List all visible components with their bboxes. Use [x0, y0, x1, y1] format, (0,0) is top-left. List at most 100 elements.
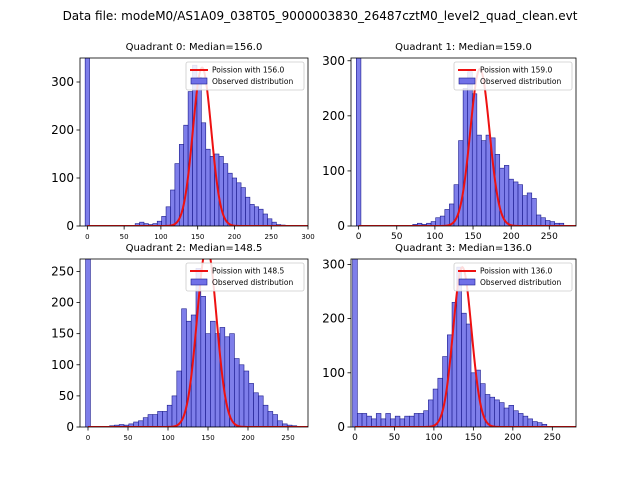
y-tick-label: 50 — [59, 389, 74, 403]
legend-observed-label: Observed distribution — [212, 77, 293, 86]
x-tick-label: 300 — [301, 233, 314, 241]
x-tick-label: 0 — [86, 434, 90, 442]
hist-bar — [404, 415, 410, 427]
hist-bar — [513, 410, 519, 427]
hist-bar — [413, 413, 420, 427]
legend: Poission with 159.0 Observed distribution — [453, 61, 573, 91]
hist-bar — [444, 209, 450, 226]
axes-frame — [79, 57, 309, 227]
y-tick-label: 100 — [322, 164, 345, 178]
chart-panel-0: Quadrant 0: Median=156.0 0 50 100 150 200 250 3… — [51, 42, 315, 241]
legend-poisson-label: Poission with 136.0 — [480, 267, 553, 276]
hist-bar — [227, 172, 233, 226]
legend: Poission with 156.0 Observed distribution — [185, 61, 305, 91]
x-tick-label: 150 — [465, 433, 482, 443]
hist-bar — [394, 415, 401, 427]
x-tick-label: 250 — [281, 434, 294, 442]
x-tick-label: 200 — [504, 433, 521, 443]
hist-bar — [481, 140, 487, 226]
y-tick-label: 0 — [66, 420, 74, 434]
y-tick-label: 300 — [322, 257, 345, 271]
legend-observed-label: Observed distribution — [212, 278, 293, 287]
poisson-curve — [88, 259, 308, 427]
y-tick-label: 0 — [66, 219, 74, 233]
y-tick-label: 300 — [322, 54, 345, 68]
hist-bar — [85, 259, 91, 427]
panel-title: Quadrant 1: Median=159.0 — [395, 42, 532, 53]
legend-observed-swatch — [190, 77, 208, 85]
x-tick-label: 250 — [265, 233, 278, 241]
x-tick-label: 100 — [426, 232, 443, 242]
x-tick-label: 200 — [228, 233, 241, 241]
hist-bar — [200, 296, 206, 427]
y-tick-label: 100 — [51, 358, 74, 372]
hist-bar — [526, 192, 533, 226]
axes-frame — [79, 258, 309, 428]
hist-bar — [435, 217, 441, 226]
x-tick-label: 0 — [85, 233, 89, 241]
hist-bar — [513, 181, 519, 226]
hist-bar — [371, 418, 377, 427]
hist-bar — [258, 395, 264, 427]
hist-bar — [522, 415, 529, 427]
panel-title: Quadrant 0: Median=156.0 — [126, 42, 263, 53]
y-tick-label: 200 — [322, 312, 345, 326]
hist-bar — [254, 206, 260, 226]
x-tick-label: 250 — [541, 232, 558, 242]
x-tick-label: 150 — [464, 232, 481, 242]
legend-observed-swatch — [190, 278, 208, 286]
hist-bar — [267, 411, 274, 427]
hist-bar — [531, 198, 537, 226]
x-tick-label: 100 — [425, 433, 442, 443]
legend-observed-label: Observed distribution — [480, 278, 561, 287]
x-tick-label: 150 — [191, 233, 204, 241]
y-tick-label: 300 — [51, 75, 74, 89]
hist-bar — [409, 415, 415, 427]
x-tick-label: 50 — [391, 232, 403, 242]
hist-bar — [423, 410, 429, 427]
hist-bar — [248, 383, 254, 427]
hist-bar — [540, 217, 546, 226]
hist-bar — [165, 206, 171, 226]
hist-bar — [361, 413, 368, 427]
x-tick-label: 0 — [352, 433, 358, 443]
x-tick-label: 50 — [124, 434, 133, 442]
hist-bar — [174, 163, 180, 226]
hist-bar — [84, 58, 90, 226]
hist-bar — [271, 221, 277, 226]
hist-bar — [262, 213, 268, 226]
hist-bar — [267, 218, 273, 226]
y-tick-label: 200 — [322, 109, 345, 123]
hist-bar — [176, 370, 182, 427]
hist-bar — [262, 404, 269, 427]
hist-bar — [229, 333, 235, 427]
hist-bar — [499, 402, 505, 427]
hist-bar — [170, 189, 176, 226]
hist-bar — [210, 320, 216, 427]
hist-bar — [205, 333, 211, 427]
hist-bar — [166, 404, 173, 427]
hist-bar — [522, 195, 528, 226]
hist-bar — [356, 58, 362, 226]
hist-bar — [461, 312, 467, 427]
hist-bar — [432, 388, 439, 427]
chart-panel-3: Quadrant 3: Median=136.0 0 50 100 150 200 250 0… — [322, 243, 577, 443]
hist-bar — [249, 204, 255, 226]
hist-bar — [171, 395, 178, 427]
hist-bar — [439, 215, 446, 226]
hist-bar — [236, 182, 242, 226]
hist-bar — [157, 411, 163, 427]
hist-bar — [352, 259, 358, 427]
x-tick-label: 250 — [544, 433, 561, 443]
hist-bar — [196, 76, 202, 226]
hist-bar — [357, 413, 363, 427]
x-tick-label: 100 — [154, 233, 167, 241]
hist-bar — [494, 399, 500, 427]
figure-title: Data file: modeM0/AS1A09_038T05_90000038… — [63, 9, 578, 23]
hist-bar — [231, 177, 237, 226]
hist-bar — [489, 396, 495, 427]
y-tick-label: 150 — [51, 327, 74, 341]
legend: Poission with 148.5 Observed distribution — [185, 262, 305, 292]
hist-bar — [390, 418, 396, 427]
